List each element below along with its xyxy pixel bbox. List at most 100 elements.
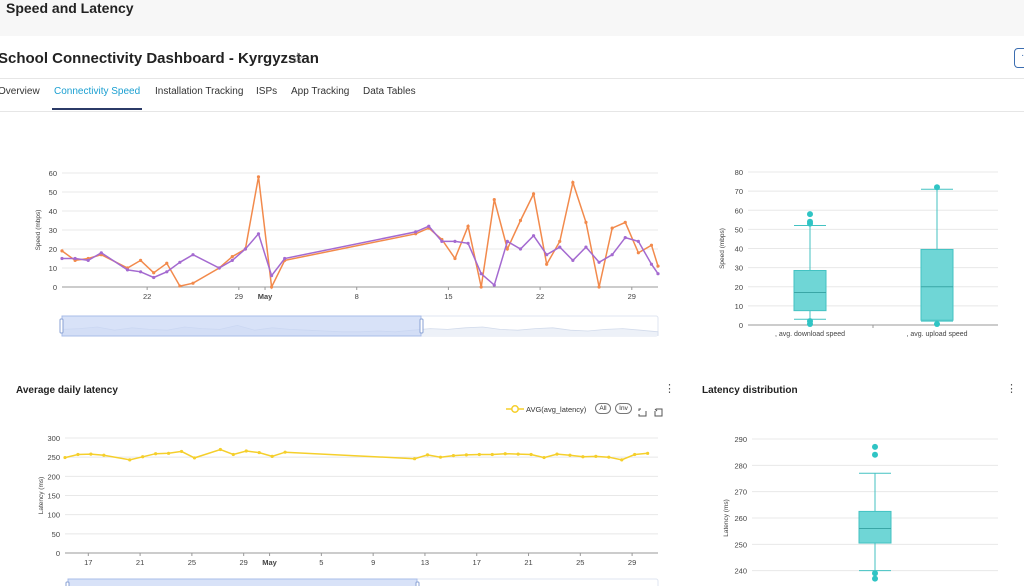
latency-distribution-title: Latency distribution — [702, 385, 798, 396]
data-point-upload — [453, 239, 457, 243]
box — [920, 248, 954, 321]
data-point-latency — [555, 452, 559, 456]
y-tick-label: 50 — [49, 188, 57, 197]
zoom-reset-icon[interactable] — [654, 404, 663, 417]
y-tick-label: 0 — [56, 549, 60, 558]
data-point-latency — [438, 455, 443, 459]
data-point-upload — [610, 253, 614, 257]
x-tick-label: 17 — [84, 558, 92, 567]
data-point-upload — [649, 262, 654, 266]
x-tick-label: 9 — [371, 558, 375, 567]
y-axis-label: Latency (ms) — [38, 477, 45, 515]
header-divider — [0, 78, 1024, 79]
tab-overview[interactable]: Overview — [0, 86, 40, 97]
data-point-download — [505, 247, 509, 251]
data-point-latency — [218, 447, 222, 452]
data-point-latency — [620, 458, 624, 462]
data-point-upload — [492, 283, 496, 287]
data-point-upload — [73, 256, 77, 261]
data-point-latency — [490, 452, 494, 457]
data-point-upload — [597, 260, 601, 264]
y-tick-label: 280 — [734, 461, 747, 470]
data-point-download — [492, 198, 496, 202]
data-point-latency — [568, 453, 572, 457]
x-tick-label: 29 — [240, 558, 248, 567]
y-tick-label: 60 — [735, 206, 743, 215]
x-tick-label: 25 — [576, 558, 584, 567]
data-point-download — [60, 249, 64, 253]
tab-app-tracking[interactable]: App Tracking — [291, 86, 350, 97]
x-tick-label: 13 — [421, 558, 429, 567]
data-point-download — [558, 239, 562, 243]
data-point-upload — [518, 247, 523, 251]
data-point-download — [656, 264, 660, 268]
data-point-download — [518, 218, 523, 223]
legend-line-icon — [506, 405, 524, 413]
x-tick-label: 29 — [628, 292, 636, 301]
data-point-download — [623, 220, 627, 224]
data-point-latency — [128, 458, 132, 462]
y-tick-label: 240 — [734, 567, 747, 576]
data-point-latency — [76, 452, 80, 457]
data-point-download — [545, 262, 549, 266]
dashboard-title: School Connectivity Dashboard - Kyrgyzst… — [0, 50, 319, 67]
data-point-upload — [479, 272, 483, 276]
y-tick-label: 30 — [49, 226, 57, 235]
data-point-latency — [283, 450, 287, 454]
data-point-download — [584, 220, 588, 224]
star-outline-icon[interactable]: ☆ — [291, 50, 305, 67]
legend-inverse-button[interactable]: Inv — [615, 403, 632, 414]
tab-data-tables[interactable]: Data Tables — [363, 86, 416, 97]
series-line-latency — [64, 448, 648, 461]
y-tick-label: 60 — [49, 169, 57, 178]
x-tick-label: 8 — [355, 292, 359, 301]
daily-speed-chart: 0 10 20 30 40 50 60 22 29 May 8 15 22 29 Speed (mbps) — [35, 169, 660, 337]
data-point-download — [230, 255, 234, 259]
tab-connectivity-speed[interactable]: Connectivity Speed — [52, 86, 143, 110]
zoom-handle-right — [415, 581, 420, 586]
outlier-point — [872, 443, 878, 450]
data-point-upload — [283, 256, 287, 261]
more-vertical-icon[interactable]: ⋮ — [1006, 383, 1017, 395]
box — [793, 269, 827, 312]
y-tick-label: 100 — [47, 511, 60, 520]
data-point-latency — [270, 454, 274, 458]
data-point-download — [178, 284, 182, 288]
data-point-download — [269, 285, 274, 289]
y-tick-label: 300 — [47, 434, 60, 443]
data-point-upload — [125, 268, 130, 272]
x-tick-label: May — [262, 558, 277, 567]
data-point-upload — [165, 270, 169, 274]
data-point-upload — [427, 224, 431, 228]
more-vertical-icon[interactable]: ⋮ — [664, 383, 675, 395]
outlier-point — [807, 211, 813, 218]
x-tick-label: 22 — [143, 292, 151, 301]
data-point-upload — [584, 245, 588, 249]
y-axis-label: Speed (mbps) — [719, 228, 726, 269]
x-tick-label: 21 — [136, 558, 144, 567]
more-actions-button[interactable]: ··· — [1014, 48, 1024, 68]
data-point-download — [152, 271, 156, 275]
data-point-download — [636, 251, 640, 255]
data-point-upload — [466, 241, 470, 245]
x-tick-label: 25 — [188, 558, 196, 567]
tab-installation-tracking[interactable]: Installation Tracking — [155, 86, 244, 97]
data-point-latency — [529, 452, 533, 457]
data-point-latency — [633, 452, 637, 457]
y-tick-label: 0 — [739, 321, 743, 330]
y-tick-label: 260 — [734, 514, 747, 523]
legend-avg-latency[interactable]: AVG(avg_latency) — [526, 405, 587, 414]
data-point-latency — [63, 455, 67, 460]
tab-isps[interactable]: ISPs — [256, 86, 278, 97]
legend-all-button[interactable]: All — [595, 403, 611, 414]
y-tick-label: 10 — [735, 302, 743, 311]
zoom-handle-left — [65, 581, 70, 586]
outlier-point — [934, 184, 940, 191]
zoom-select-icon[interactable] — [638, 404, 647, 417]
data-point-latency — [581, 455, 585, 459]
latency-distribution-chart: 230240250260270280290Latency (ms) — [723, 435, 998, 582]
y-tick-label: 70 — [735, 187, 743, 196]
y-tick-label: 10 — [49, 264, 57, 273]
outlier-point — [807, 218, 813, 225]
data-point-latency — [451, 454, 456, 458]
